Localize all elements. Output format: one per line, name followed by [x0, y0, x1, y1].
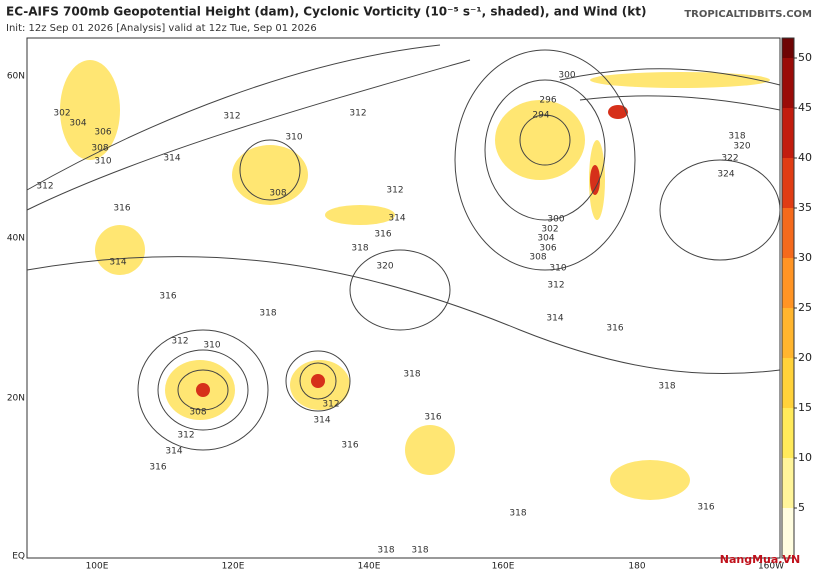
lon-label: 180 [628, 562, 645, 572]
colorbar-tick-label: 5 [798, 501, 805, 514]
colorbar-segment [782, 38, 794, 58]
contour-label: 318 [728, 132, 745, 142]
contour-label: 318 [509, 509, 526, 519]
contour-label: 302 [541, 225, 558, 235]
contour-label: 314 [388, 214, 405, 224]
subtitle: Init: 12z Sep 01 2026 [Analysis] valid a… [6, 23, 317, 34]
vorticity-core [196, 105, 628, 397]
contour-label: 318 [658, 382, 675, 392]
contour-label: 320 [733, 142, 750, 152]
contour-label: 316 [113, 204, 130, 214]
contour-label: 312 [386, 186, 403, 196]
contour-label: 308 [189, 408, 206, 418]
colorbar-tick-label: 35 [798, 201, 812, 214]
watermark: NangMua.VN [720, 553, 800, 566]
contour-label: 312 [36, 182, 53, 192]
contour-label: 312 [547, 281, 564, 291]
contour-label: 324 [717, 170, 734, 180]
colorbar-tick-label: 25 [798, 301, 812, 314]
contour-label: 314 [163, 154, 180, 164]
contour-label: 308 [91, 144, 108, 154]
contour-label: 312 [322, 400, 339, 410]
contour-label: 316 [424, 413, 441, 423]
contour-label: 322 [721, 154, 738, 164]
contour-label: 318 [377, 546, 394, 556]
contour-label: 316 [606, 324, 623, 334]
contour-label: 306 [94, 128, 111, 138]
colorbar-tick-label: 40 [798, 151, 812, 164]
contour-label: 294 [532, 111, 549, 121]
contour-label: 302 [53, 109, 70, 119]
colorbar-segment [782, 258, 794, 308]
colorbar-tick-label: 15 [798, 401, 812, 414]
contour-label: 318 [411, 546, 428, 556]
contour-label: 310 [549, 264, 566, 274]
colorbar-segment [782, 58, 794, 108]
lat-label: EQ [12, 552, 25, 562]
contour-label: 312 [177, 431, 194, 441]
contour-label: 316 [149, 463, 166, 473]
contour-label: 314 [109, 258, 126, 268]
colorbar-tick-label: 45 [798, 101, 812, 114]
contour-label: 318 [403, 370, 420, 380]
contour-label: 304 [69, 119, 86, 129]
contour-label: 312 [171, 337, 188, 347]
colorbar-tick-label: 10 [798, 451, 812, 464]
lon-label: 120E [222, 562, 245, 572]
contour-label: 304 [537, 234, 554, 244]
contour-label: 310 [94, 157, 111, 167]
contour-label: 316 [697, 503, 714, 513]
colorbar-segment [782, 158, 794, 208]
contour-label: 312 [349, 109, 366, 119]
colorbar-tick-label: 50 [798, 51, 812, 64]
lon-label: 140E [358, 562, 381, 572]
colorbar-segment [782, 308, 794, 358]
contour-label: 312 [223, 112, 240, 122]
contour-label: 314 [313, 416, 330, 426]
colorbar-segment [782, 358, 794, 408]
vorticity [60, 60, 770, 500]
colorbar-tick-label: 20 [798, 351, 812, 364]
lon-label: 160E [492, 562, 515, 572]
contour-label: 306 [539, 244, 556, 254]
contour-label: 300 [547, 215, 564, 225]
colorbar-segment [782, 408, 794, 458]
contours [26, 44, 781, 451]
contour-label: 316 [374, 230, 391, 240]
colorbar-tick-label: 30 [798, 251, 812, 264]
contour-label: 314 [165, 447, 182, 457]
contour-label: 318 [351, 244, 368, 254]
colorbar-segment [782, 108, 794, 158]
lat-label: 40N [7, 234, 25, 244]
contour-label: 300 [558, 71, 575, 81]
contour-label: 310 [203, 341, 220, 351]
title: EC-AIFS 700mb Geopotential Height (dam),… [6, 5, 646, 19]
lon-label: 160W [758, 562, 784, 572]
contour-label: 310 [285, 133, 302, 143]
colorbar-frame [781, 37, 795, 559]
contour-label: 316 [159, 292, 176, 302]
colorbar-segment [782, 458, 794, 508]
lat-label: 20N [7, 394, 25, 404]
contour-label: 308 [269, 189, 286, 199]
contour-label: 308 [529, 253, 546, 263]
contour-label: 318 [259, 309, 276, 319]
contour-label: 320 [376, 262, 393, 272]
contour-label: 314 [546, 314, 563, 324]
site: TROPICALTIDBITS.COM [684, 9, 812, 20]
colorbar-segment [782, 508, 794, 558]
contour-label: 316 [341, 441, 358, 451]
colorbar-segment [782, 208, 794, 258]
lon-label: 100E [86, 562, 109, 572]
map [26, 37, 781, 559]
contour-label: 296 [539, 96, 556, 106]
lat-label: 60N [7, 72, 25, 82]
